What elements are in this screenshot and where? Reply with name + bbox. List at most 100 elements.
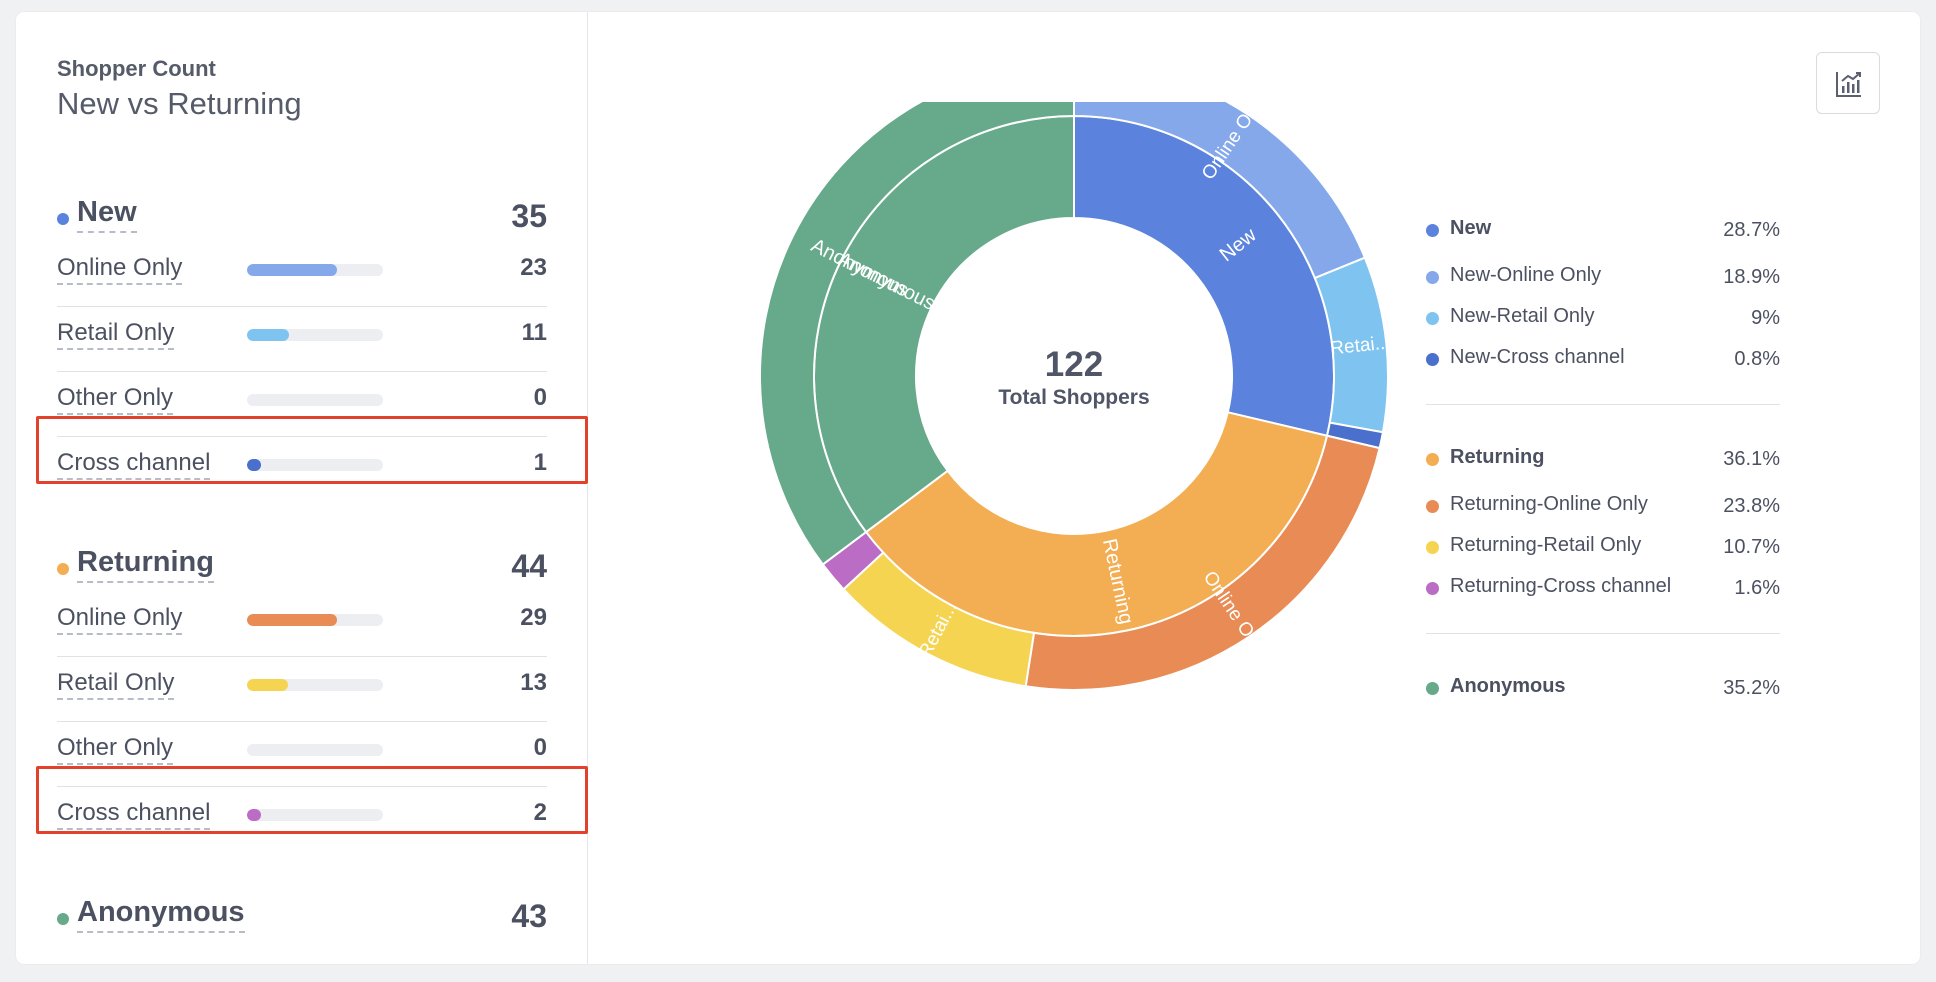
row-returning-online-only: Online Only 29 — [57, 592, 547, 657]
legend-item[interactable]: New-Retail Only 9% — [1426, 296, 1780, 337]
legend-label: Returning-Retail Only — [1450, 534, 1642, 556]
legend-value: 36.1% — [1723, 448, 1780, 470]
row-value: 1 — [533, 449, 547, 476]
progress-bar — [247, 329, 383, 341]
card-title: New vs Returning — [57, 86, 302, 121]
legend-item[interactable]: Returning-Retail Only 10.7% — [1426, 525, 1780, 566]
legend-color-dot — [1426, 500, 1439, 513]
progress-bar — [247, 264, 383, 276]
row-value: 0 — [533, 734, 547, 761]
sunburst-chart: New Returning Anonymous Online Only Retai...… — [716, 60, 1416, 802]
inner-ring — [813, 114, 1335, 637]
chart-export-icon — [1836, 72, 1861, 97]
row-label[interactable]: Other Only — [57, 383, 174, 415]
returning-color-dot — [57, 563, 69, 575]
legend-color-dot — [1426, 271, 1439, 284]
row-new-cross-channel: Cross channel 1 — [57, 437, 547, 502]
row-label[interactable]: Retail Only — [57, 318, 175, 350]
legend-value: 0.8% — [1734, 348, 1780, 370]
legend-item[interactable]: New-Online Only 18.9% — [1426, 255, 1780, 296]
legend-value: 1.6% — [1734, 577, 1780, 599]
row-value: 29 — [520, 604, 547, 631]
legend-label: New-Retail Only — [1450, 305, 1595, 327]
legend-value: 35.2% — [1723, 677, 1780, 699]
legend-divider — [1426, 633, 1780, 634]
legend-label: Anonymous — [1450, 675, 1566, 697]
progress-fill — [247, 614, 337, 626]
row-label[interactable]: Other Only — [57, 733, 174, 765]
legend-value: 23.8% — [1723, 495, 1780, 517]
legend-item[interactable]: New 28.7% — [1426, 208, 1780, 249]
row-value: 11 — [521, 319, 547, 346]
row-value: 0 — [533, 384, 547, 411]
legend-color-dot — [1426, 682, 1439, 695]
highlight-box-new-cross-channel — [36, 416, 588, 484]
progress-fill — [247, 809, 261, 821]
card-eyebrow: Shopper Count — [57, 56, 216, 81]
legend-color-dot — [1426, 312, 1439, 325]
legend-value: 10.7% — [1723, 536, 1780, 558]
row-returning-retail-only: Retail Only 13 — [57, 657, 547, 722]
progress-bar — [247, 809, 383, 821]
legend-label: New-Cross channel — [1450, 346, 1625, 368]
group-anonymous: Anonymous 43 — [57, 888, 547, 942]
group-returning: Returning 44 Online Only 29 Retail Only … — [57, 538, 547, 852]
group-total-anonymous: 43 — [511, 898, 547, 934]
group-label-new[interactable]: New — [77, 194, 137, 233]
row-returning-other-only: Other Only 0 — [57, 722, 547, 787]
legend-item[interactable]: Returning-Cross channel 1.6% — [1426, 566, 1780, 607]
row-label[interactable]: Cross channel — [57, 448, 211, 480]
legend-item[interactable]: New-Cross channel 0.8% — [1426, 337, 1780, 378]
outer-ring — [759, 60, 1389, 691]
new-color-dot — [57, 213, 69, 225]
row-label[interactable]: Cross channel — [57, 798, 211, 830]
group-header: Anonymous 43 — [57, 888, 547, 942]
center-total-value: 122 — [1045, 345, 1103, 384]
row-new-other-only: Other Only 0 — [57, 372, 547, 437]
group-header: New 35 — [57, 188, 547, 242]
legend-label: New-Online Only — [1450, 264, 1602, 286]
legend-color-dot — [1426, 541, 1439, 554]
progress-fill — [247, 459, 261, 471]
chart-export-button[interactable] — [1816, 52, 1880, 114]
anonymous-color-dot — [57, 913, 69, 925]
legend-color-dot — [1426, 224, 1439, 237]
legend-label: Returning-Cross channel — [1450, 575, 1672, 597]
legend-item[interactable]: Anonymous 35.2% — [1426, 666, 1780, 707]
legend-divider — [1426, 404, 1780, 405]
legend-item[interactable]: Returning 36.1% — [1426, 437, 1780, 478]
row-label[interactable]: Retail Only — [57, 668, 175, 700]
legend-item[interactable]: Returning-Online Only 23.8% — [1426, 484, 1780, 525]
row-returning-cross-channel: Cross channel 2 — [57, 787, 547, 852]
highlight-box-returning-cross-channel — [36, 766, 588, 834]
group-total-new: 35 — [511, 198, 547, 234]
group-total-returning: 44 — [511, 548, 547, 584]
breakdown-panel: Shopper Count New vs Returning New 35 On… — [16, 12, 588, 964]
legend-value: 18.9% — [1723, 266, 1780, 288]
row-label[interactable]: Online Only — [57, 253, 183, 285]
row-value: 13 — [520, 669, 547, 696]
row-new-online-only: Online Only 23 — [57, 242, 547, 307]
group-label-returning[interactable]: Returning — [77, 544, 214, 583]
row-value: 2 — [533, 799, 547, 826]
progress-bar — [247, 614, 383, 626]
group-label-anonymous[interactable]: Anonymous — [77, 894, 245, 933]
row-new-retail-only: Retail Only 11 — [57, 307, 547, 372]
chart-legend: New 28.7% New-Online Only 18.9% New-Retail O… — [1426, 208, 1780, 713]
row-label[interactable]: Online Only — [57, 603, 183, 635]
group-header: Returning 44 — [57, 538, 547, 592]
group-new: New 35 Online Only 23 Retail Only 11 Oth… — [57, 188, 547, 502]
center-total-label: Total Shoppers — [998, 386, 1149, 409]
legend-label: Returning — [1450, 446, 1545, 468]
legend-color-dot — [1426, 453, 1439, 466]
shopper-count-card: Shopper Count New vs Returning New 35 On… — [16, 12, 1920, 964]
progress-bar — [247, 394, 383, 406]
legend-label: New — [1450, 217, 1492, 239]
legend-value: 9% — [1751, 307, 1780, 329]
progress-bar — [247, 744, 383, 756]
progress-fill — [247, 264, 337, 276]
legend-label: Returning-Online Only — [1450, 493, 1648, 515]
legend-color-dot — [1426, 582, 1439, 595]
legend-value: 28.7% — [1723, 219, 1780, 241]
